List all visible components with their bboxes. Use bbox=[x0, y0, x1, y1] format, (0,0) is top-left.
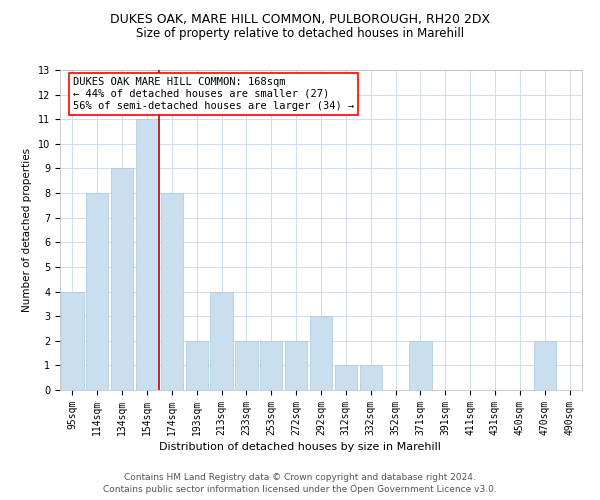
Y-axis label: Number of detached properties: Number of detached properties bbox=[22, 148, 32, 312]
Bar bbox=[235, 341, 257, 390]
Bar bbox=[161, 193, 183, 390]
Bar bbox=[310, 316, 332, 390]
Bar bbox=[61, 292, 83, 390]
Bar bbox=[86, 193, 109, 390]
Text: DUKES OAK MARE HILL COMMON: 168sqm
← 44% of detached houses are smaller (27)
56%: DUKES OAK MARE HILL COMMON: 168sqm ← 44%… bbox=[73, 78, 354, 110]
Bar bbox=[185, 341, 208, 390]
Bar bbox=[533, 341, 556, 390]
Bar bbox=[409, 341, 431, 390]
Text: Contains public sector information licensed under the Open Government Licence v3: Contains public sector information licen… bbox=[103, 485, 497, 494]
Bar bbox=[111, 168, 133, 390]
Text: Distribution of detached houses by size in Marehill: Distribution of detached houses by size … bbox=[159, 442, 441, 452]
Bar bbox=[285, 341, 307, 390]
Text: Size of property relative to detached houses in Marehill: Size of property relative to detached ho… bbox=[136, 28, 464, 40]
Bar bbox=[211, 292, 233, 390]
Bar bbox=[260, 341, 283, 390]
Bar bbox=[136, 119, 158, 390]
Text: DUKES OAK, MARE HILL COMMON, PULBOROUGH, RH20 2DX: DUKES OAK, MARE HILL COMMON, PULBOROUGH,… bbox=[110, 12, 490, 26]
Text: Contains HM Land Registry data © Crown copyright and database right 2024.: Contains HM Land Registry data © Crown c… bbox=[124, 472, 476, 482]
Bar bbox=[359, 366, 382, 390]
Bar bbox=[335, 366, 357, 390]
